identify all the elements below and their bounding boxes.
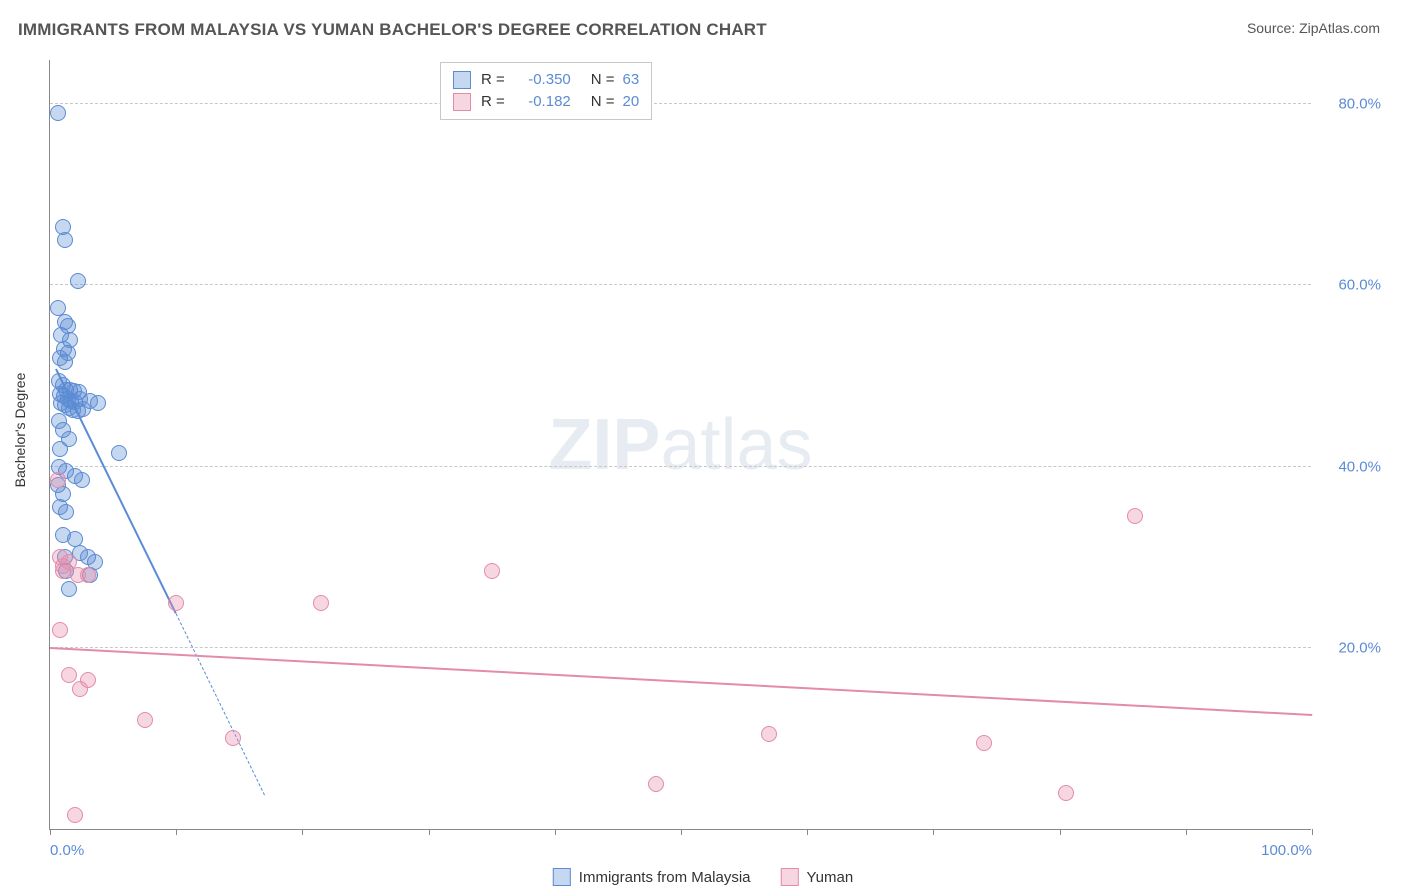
legend-n-label: N =	[591, 91, 615, 113]
data-point	[61, 581, 77, 597]
x-tick	[1312, 829, 1313, 835]
y-tick-label: 20.0%	[1321, 639, 1381, 656]
x-tick	[1060, 829, 1061, 835]
gridline	[50, 647, 1311, 648]
data-point	[74, 472, 90, 488]
x-tick	[302, 829, 303, 835]
gridline	[50, 103, 1311, 104]
x-tick	[429, 829, 430, 835]
data-point	[484, 563, 500, 579]
trend-line	[176, 613, 265, 795]
series-legend: Immigrants from Malaysia Yuman	[553, 868, 853, 886]
plot-area: ZIPatlas 20.0%40.0%60.0%80.0%0.0%100.0%	[49, 60, 1311, 830]
source-label: Source: ZipAtlas.com	[1247, 20, 1380, 36]
data-point	[225, 730, 241, 746]
x-tick	[50, 829, 51, 835]
data-point	[90, 395, 106, 411]
trend-line	[50, 647, 1312, 716]
data-point	[313, 595, 329, 611]
data-point	[50, 472, 66, 488]
legend-r-value: -0.350	[513, 69, 571, 91]
legend-r-label: R =	[481, 91, 505, 113]
x-tick	[1186, 829, 1187, 835]
x-tick	[555, 829, 556, 835]
data-point	[57, 354, 73, 370]
data-point	[57, 232, 73, 248]
data-point	[976, 735, 992, 751]
correlation-legend: R = -0.350 N = 63 R = -0.182 N = 20	[440, 62, 652, 120]
watermark-bold: ZIP	[548, 405, 660, 485]
data-point	[58, 504, 74, 520]
legend-r-value: -0.182	[513, 91, 571, 113]
data-point	[137, 712, 153, 728]
legend-label: Immigrants from Malaysia	[579, 869, 751, 886]
legend-n-label: N =	[591, 69, 615, 91]
data-point	[648, 776, 664, 792]
gridline	[50, 466, 1311, 467]
watermark-rest: atlas	[660, 405, 812, 485]
x-tick-label: 100.0%	[1261, 842, 1312, 859]
legend-swatch	[453, 71, 471, 89]
x-tick-label: 0.0%	[50, 842, 84, 859]
watermark: ZIPatlas	[548, 404, 812, 486]
y-axis-label: Bachelor's Degree	[12, 373, 28, 488]
data-point	[72, 681, 88, 697]
data-point	[80, 567, 96, 583]
y-tick-label: 60.0%	[1321, 277, 1381, 294]
legend-item: Immigrants from Malaysia	[553, 868, 751, 886]
y-tick-label: 80.0%	[1321, 96, 1381, 113]
data-point	[1127, 508, 1143, 524]
legend-row: R = -0.182 N = 20	[453, 91, 639, 113]
legend-item: Yuman	[781, 868, 854, 886]
gridline	[50, 284, 1311, 285]
x-tick	[176, 829, 177, 835]
legend-n-value: 20	[623, 91, 640, 113]
legend-swatch	[781, 868, 799, 886]
data-point	[168, 595, 184, 611]
data-point	[55, 563, 71, 579]
data-point	[70, 273, 86, 289]
x-tick	[681, 829, 682, 835]
legend-label: Yuman	[807, 869, 854, 886]
data-point	[50, 105, 66, 121]
legend-swatch	[553, 868, 571, 886]
x-tick	[807, 829, 808, 835]
y-tick-label: 40.0%	[1321, 458, 1381, 475]
data-point	[111, 445, 127, 461]
data-point	[61, 667, 77, 683]
legend-n-value: 63	[623, 69, 640, 91]
data-point	[1058, 785, 1074, 801]
chart-title: IMMIGRANTS FROM MALAYSIA VS YUMAN BACHEL…	[18, 20, 767, 40]
legend-r-label: R =	[481, 69, 505, 91]
x-tick	[933, 829, 934, 835]
data-point	[52, 622, 68, 638]
legend-swatch	[453, 93, 471, 111]
data-point	[67, 807, 83, 823]
data-point	[52, 441, 68, 457]
data-point	[761, 726, 777, 742]
legend-row: R = -0.350 N = 63	[453, 69, 639, 91]
